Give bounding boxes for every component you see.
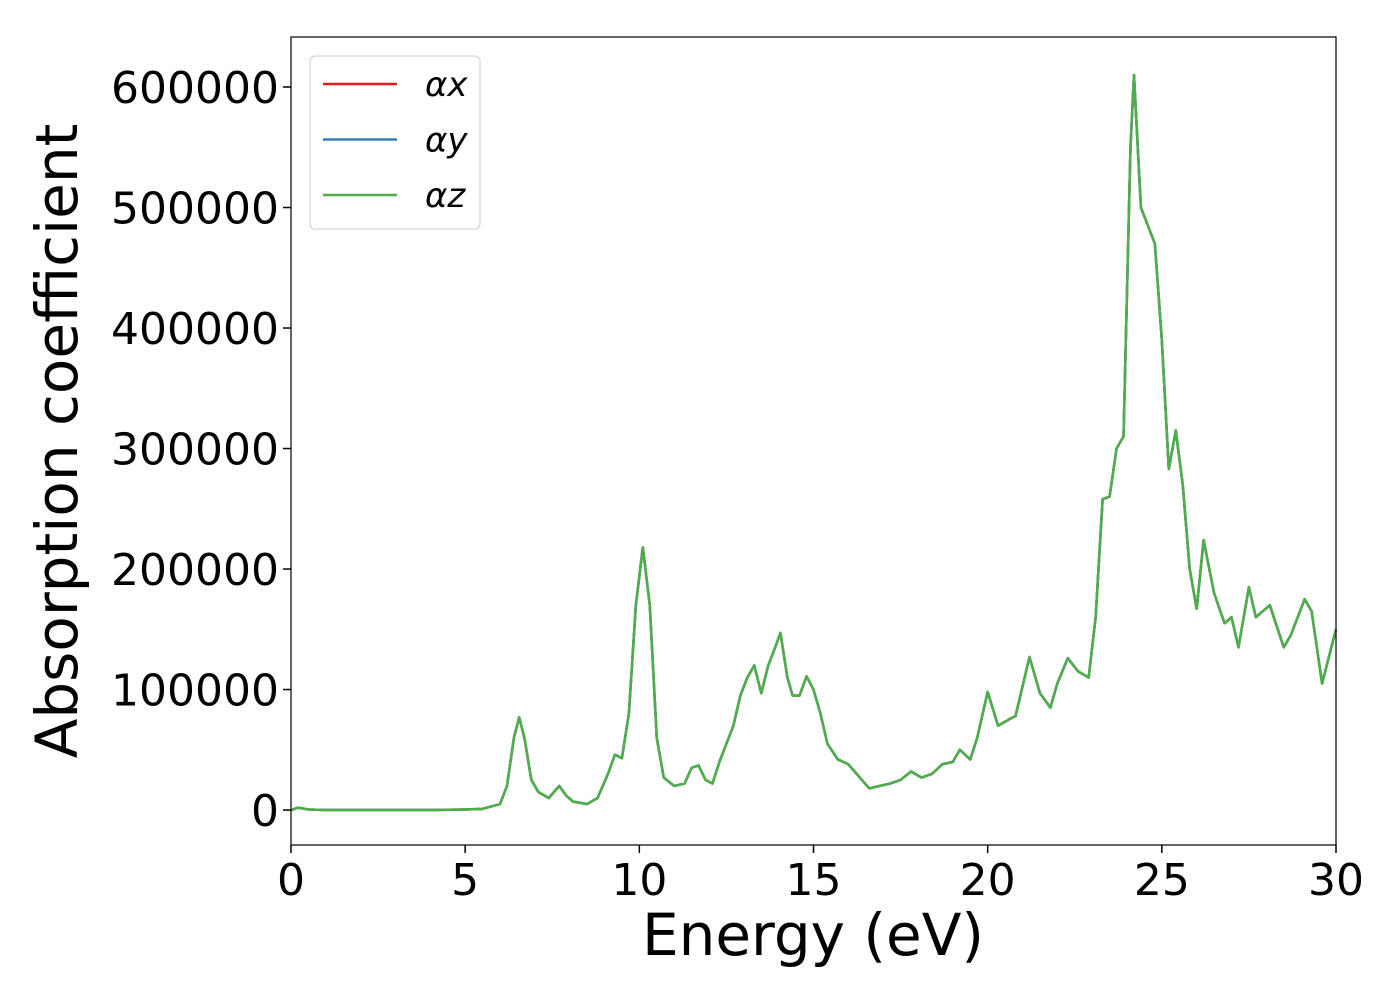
x-tick-label: 10 <box>611 855 667 906</box>
data-line <box>290 73 1338 812</box>
legend-box <box>309 55 481 230</box>
y-tick-label: 600000 <box>111 63 279 114</box>
x-tick-label: 15 <box>786 855 842 906</box>
y-tick-label: 200000 <box>111 545 279 596</box>
y-tick-label: 500000 <box>111 184 279 235</box>
x-tick-label: 30 <box>1308 855 1364 906</box>
legend-label: αz <box>425 176 466 216</box>
plot-frame <box>290 36 1337 846</box>
x-axis-label: Energy (eV) <box>642 901 984 969</box>
legend-label: αy <box>425 121 468 161</box>
x-tick-label: 0 <box>277 855 305 906</box>
x-tick-label: 25 <box>1134 855 1190 906</box>
y-tick-label: 100000 <box>111 666 279 717</box>
y-tick-label: 300000 <box>111 425 279 476</box>
y-tick-label: 0 <box>251 786 279 837</box>
legend-label: αx <box>425 65 468 105</box>
x-tick-label: 20 <box>960 855 1016 906</box>
y-axis-label: Absorption coefficient <box>23 124 91 759</box>
x-tick-label: 5 <box>451 855 479 906</box>
y-tick-label: 400000 <box>111 304 279 355</box>
